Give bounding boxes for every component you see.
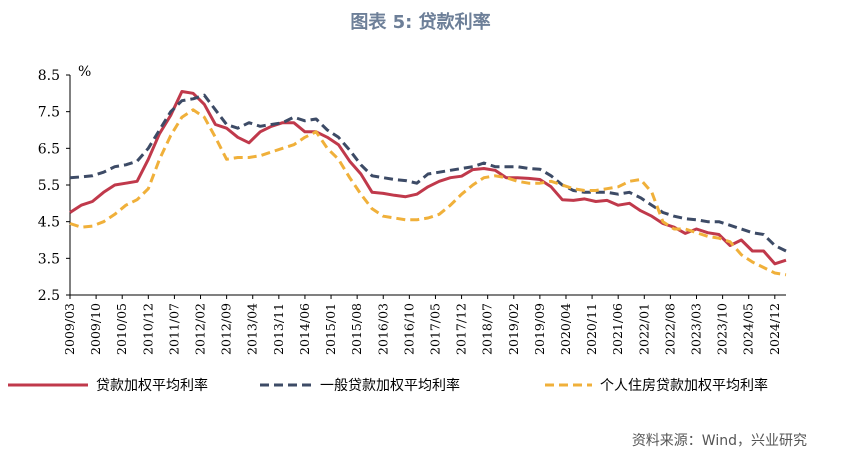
source-note: 资料来源：Wind，兴业研究 [631, 433, 807, 449]
x-axis-ticks: 2009/03 2009/10 2010/05 2010/12 2011/07 2012/… [62, 295, 782, 355]
x-tick-label: 2011/07 [166, 303, 181, 355]
x-tick-label: 2017/05 [427, 303, 442, 355]
x-tick-label: 2021/06 [610, 303, 625, 355]
y-tick-label: 8.5 [38, 68, 60, 84]
x-tick-label: 2022/01 [636, 303, 651, 355]
chart-series [69, 90, 787, 277]
y-tick-label: 7.5 [38, 105, 60, 121]
x-tick-label: 2024/12 [767, 303, 782, 355]
x-tick-label: 2015/08 [349, 303, 364, 355]
x-tick-label: 2019/09 [532, 303, 547, 355]
x-tick-label: 2010/05 [114, 303, 129, 355]
legend-label-3: 个人住房贷款加权平均利率 [600, 377, 768, 394]
x-tick-label: 2010/12 [140, 303, 155, 355]
chart-title: 图表 5: 贷款利率 [350, 12, 491, 33]
series-line-1 [69, 90, 787, 266]
x-tick-label: 2023/03 [689, 303, 704, 355]
x-tick-label: 2023/10 [715, 303, 730, 355]
x-tick-label: 2012/02 [193, 303, 208, 355]
x-tick-label: 2024/05 [741, 303, 756, 355]
legend-label-1: 贷款加权平均利率 [96, 377, 208, 394]
x-tick-label: 2020/04 [558, 303, 573, 355]
y-axis-ticks: 8.5 7.5 6.5 5.5 4.5 3.5 2.5 [38, 68, 70, 304]
x-tick-label: 2016/10 [401, 303, 416, 355]
x-tick-label: 2014/06 [297, 303, 312, 355]
y-tick-label: 2.5 [38, 288, 60, 304]
y-axis-unit: % [78, 64, 91, 80]
x-tick-label: 2019/02 [506, 303, 521, 355]
x-tick-label: 2013/11 [271, 303, 286, 355]
x-tick-label: 2013/04 [245, 303, 260, 355]
x-tick-label: 2009/10 [88, 303, 103, 355]
x-tick-label: 2022/08 [662, 303, 677, 355]
y-tick-label: 4.5 [38, 215, 60, 231]
x-tick-label: 2017/12 [454, 303, 469, 355]
x-tick-label: 2009/03 [62, 303, 77, 355]
y-tick-label: 3.5 [38, 251, 60, 267]
series-line-2 [69, 93, 787, 253]
chart-legend: 贷款加权平均利率 一般贷款加权平均利率 个人住房贷款加权平均利率 [8, 377, 768, 394]
x-tick-label: 2018/07 [480, 303, 495, 355]
x-tick-label: 2012/09 [219, 303, 234, 355]
y-tick-label: 6.5 [38, 141, 60, 157]
legend-label-2: 一般贷款加权平均利率 [320, 377, 460, 394]
x-tick-label: 2016/03 [375, 303, 390, 355]
chart-axes [69, 75, 786, 296]
series-line-3 [69, 108, 787, 277]
y-tick-label: 5.5 [38, 178, 60, 194]
x-tick-label: 2015/01 [323, 303, 338, 355]
x-tick-label: 2020/11 [584, 303, 599, 355]
